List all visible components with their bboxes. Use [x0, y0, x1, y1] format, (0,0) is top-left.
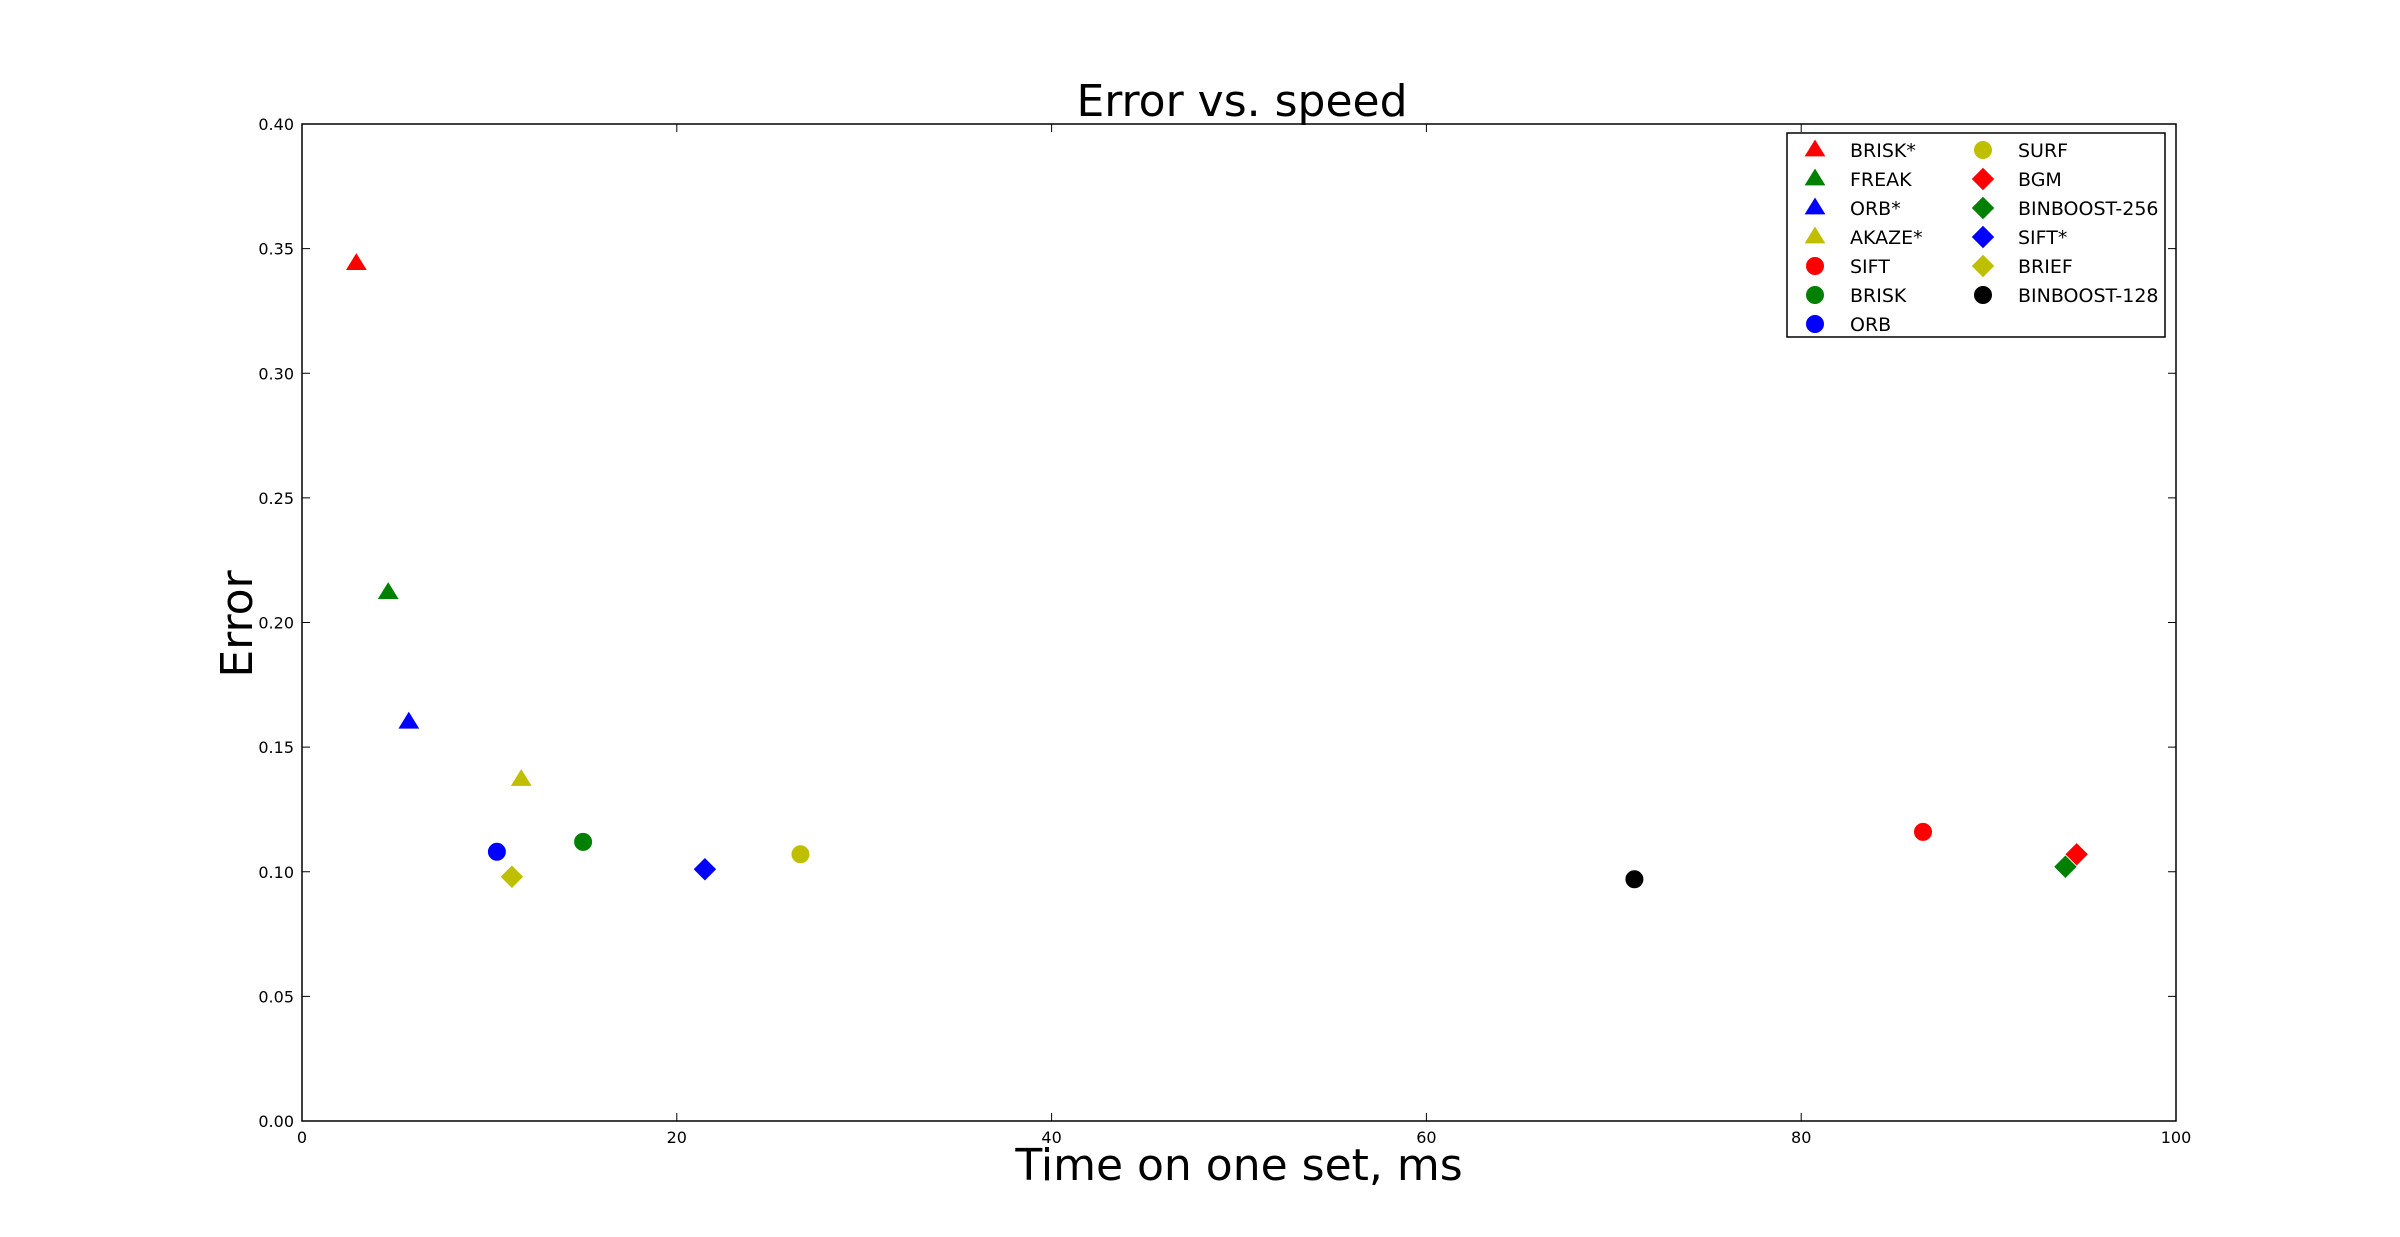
data-points	[345, 253, 2088, 889]
data-point-bgm	[2065, 843, 2088, 866]
data-point-sift-	[693, 858, 717, 881]
legend-label: BINBOOST-128	[2018, 285, 2159, 307]
data-point-sift	[1914, 822, 1933, 841]
data-point-binboost-128	[1625, 870, 1644, 889]
legend-label: BRIEF	[2018, 256, 2073, 278]
legend-label: FREAK	[1850, 169, 1912, 191]
x-tick-label: 20	[667, 1128, 687, 1147]
legend-marker	[1806, 286, 1824, 304]
x-tick-label: 0	[297, 1128, 307, 1147]
y-tick-label: 0.15	[258, 738, 294, 757]
data-point-brisk	[574, 832, 593, 851]
data-point-surf	[791, 845, 810, 864]
legend-marker	[1974, 141, 1992, 159]
legend-label: BGM	[2018, 169, 2062, 191]
legend-label: BRISK*	[1850, 140, 1916, 162]
y-tick-label: 0.35	[258, 240, 294, 259]
legend-label: ORB	[1850, 314, 1891, 336]
data-point-orb	[487, 842, 506, 861]
legend-marker	[1804, 197, 1826, 215]
y-tick-label: 0.10	[258, 863, 294, 882]
y-tick-label: 0.00	[258, 1112, 294, 1131]
legend-label: SIFT*	[2018, 227, 2067, 249]
legend: BRISK* FREAK ORB* AKAZE* SIFT BRISK ORB SURF BGM…	[1786, 132, 2166, 338]
x-axis-label: Time on one set, ms	[1014, 1140, 1462, 1191]
legend-marker	[1806, 257, 1824, 275]
legend-marker	[1971, 196, 1995, 220]
y-tick-label: 0.20	[258, 614, 294, 633]
data-point-freak	[377, 582, 399, 599]
y-tick-label: 0.05	[258, 987, 294, 1006]
x-tick-label: 60	[1416, 1128, 1436, 1147]
data-point-akaze-	[510, 769, 532, 786]
data-point-orb-	[398, 711, 420, 729]
legend-label: SURF	[2018, 140, 2068, 162]
axis-ticks: 0 20 40 60 80 100 0.00 0.05 0.10 0.15 0.20 0.25 0.30…	[258, 115, 2191, 1147]
legend-marker	[1974, 286, 1992, 304]
legend-marker	[1806, 315, 1824, 333]
legend-marker	[1804, 139, 1826, 157]
x-tick-label: 100	[2161, 1128, 2192, 1147]
legend-marker	[1804, 168, 1826, 186]
legend-label: BRISK	[1850, 285, 1907, 307]
x-tick-label: 40	[1041, 1128, 1061, 1147]
legend-label: BINBOOST-256	[2018, 198, 2159, 220]
legend-marker	[1971, 254, 1995, 278]
legend-label: ORB*	[1850, 198, 1901, 220]
legend-label: AKAZE*	[1850, 227, 1923, 249]
chart-title: Error vs. speed	[1076, 76, 1407, 127]
y-tick-label: 0.25	[258, 489, 294, 508]
data-point-brisk-	[345, 253, 367, 270]
legend-label: SIFT	[1850, 256, 1890, 278]
y-tick-label: 0.40	[258, 115, 294, 134]
data-point-binboost-256	[2054, 855, 2077, 878]
legend-marker	[1804, 226, 1826, 244]
y-tick-label: 0.30	[258, 364, 294, 383]
y-axis-label: Error	[212, 569, 263, 677]
legend-marker	[1971, 167, 1995, 191]
x-tick-label: 80	[1791, 1128, 1811, 1147]
legend-marker	[1971, 225, 1995, 249]
data-point-brief	[500, 865, 524, 888]
